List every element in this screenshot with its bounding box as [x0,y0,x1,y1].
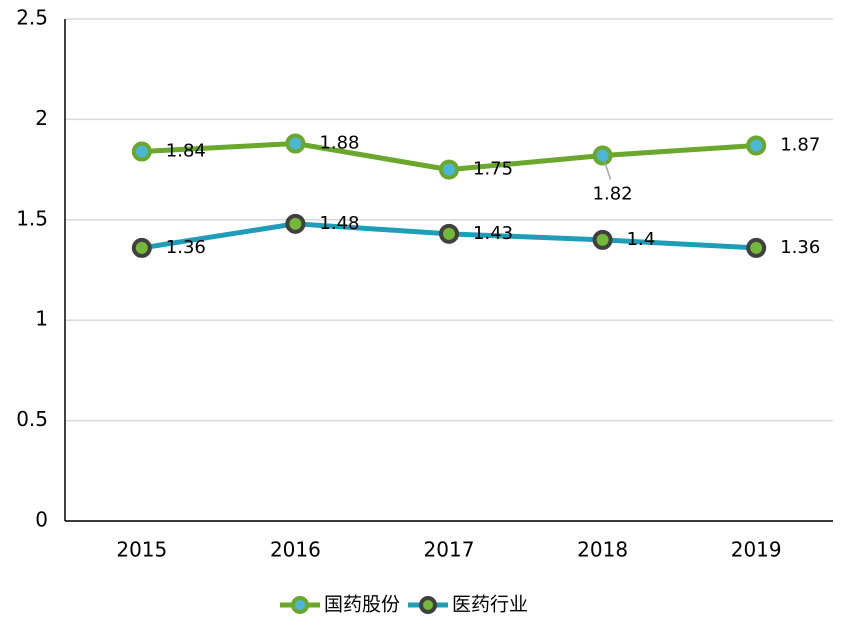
y-tick-label: 2 [35,106,48,130]
x-tick-label: 2016 [270,538,321,562]
x-tick-label: 2017 [424,538,475,562]
x-tick-label: 2018 [577,538,628,562]
y-tick-label: 1 [35,307,48,331]
data-label: 1.82 [593,184,633,205]
legend-marker [419,596,438,614]
y-tick-label: 0 [35,508,48,532]
data-label: 1.36 [166,237,206,258]
data-label: 1.48 [319,213,359,234]
legend-label: 国药股份 [324,594,400,616]
marker [592,229,613,250]
marker [131,237,152,258]
data-label: 1.36 [780,237,820,258]
y-tick-label: 2.5 [16,6,48,30]
data-label: 1.84 [166,141,206,162]
x-tick-label: 2015 [116,538,167,562]
marker [439,223,459,244]
marker [131,141,152,162]
leader-line [603,161,612,180]
data-label: 1.75 [473,159,513,180]
marker [592,145,613,166]
legend-marker [291,596,309,614]
data-label: 1.43 [473,223,513,244]
y-tick-label: 0.5 [16,407,48,431]
data-label: 1.4 [627,229,656,250]
data-label: 1.88 [319,132,359,153]
y-tick-label: 1.5 [16,206,48,230]
marker [285,133,306,154]
x-tick-label: 2019 [731,538,782,562]
legend-label: 医药行业 [452,594,528,616]
marker [285,213,306,234]
marker [746,135,767,156]
marker [439,159,459,180]
data-label: 1.87 [780,135,820,156]
marker [746,237,767,258]
